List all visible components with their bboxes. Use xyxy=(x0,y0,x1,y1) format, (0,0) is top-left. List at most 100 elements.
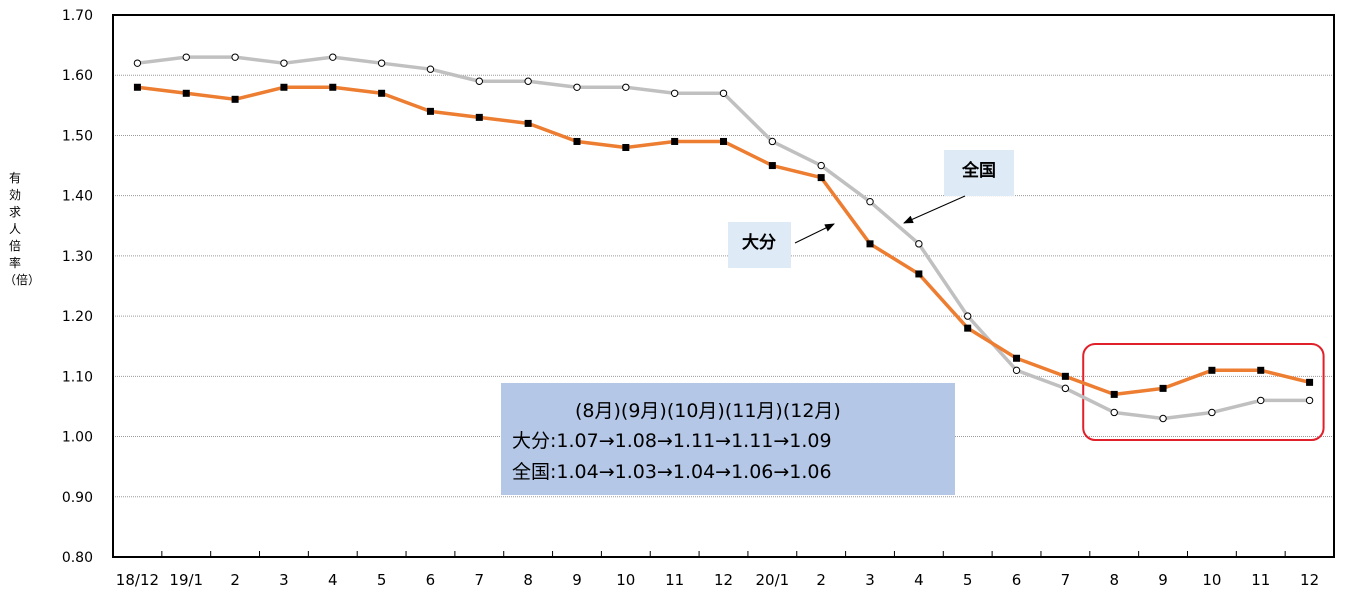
data-point-全国 xyxy=(231,53,239,61)
data-point-全国 xyxy=(866,197,874,206)
x-tick-label: 2 xyxy=(816,571,826,589)
data-point-大分 xyxy=(378,89,386,97)
data-point-全国 xyxy=(1012,366,1021,375)
series-line-大分 xyxy=(137,85,1310,397)
data-point-全国 xyxy=(1061,384,1070,393)
data-point-大分 xyxy=(133,83,141,91)
arrow-zenkoku xyxy=(903,195,966,224)
data-point-大分 xyxy=(1013,354,1021,362)
data-point-全国 xyxy=(915,240,923,248)
data-point-大分 xyxy=(231,95,239,103)
data-point-大分 xyxy=(573,137,581,145)
series-label-oita: 大分 xyxy=(742,232,776,253)
x-tick-label: 3 xyxy=(865,571,875,589)
series-label-zenkoku: 全国 xyxy=(961,160,996,181)
data-point-大分 xyxy=(866,240,874,248)
data-point-全国 xyxy=(475,77,483,85)
arrow-oita xyxy=(794,223,835,244)
data-point-大分 xyxy=(720,137,727,145)
x-tick-label: 12 xyxy=(714,571,733,589)
y-tick-label: 0.90 xyxy=(62,490,93,506)
y-tick-label: 1.40 xyxy=(62,189,93,205)
data-point-全国 xyxy=(1208,408,1216,417)
x-tick-label: 9 xyxy=(1158,571,1168,589)
series-label-box-oita xyxy=(728,222,791,268)
data-point-全国 xyxy=(622,83,630,91)
data-point-大分 xyxy=(671,137,679,145)
data-point-大分 xyxy=(1110,390,1118,398)
y-tick-label: 1.50 xyxy=(62,128,93,144)
y-tick-label: 1.20 xyxy=(62,309,93,325)
data-point-大分 xyxy=(817,174,825,182)
x-tick-label: 8 xyxy=(523,571,533,589)
x-tick-label: 9 xyxy=(572,571,582,589)
data-point-全国 xyxy=(670,89,679,97)
x-tick-label: 19/1 xyxy=(169,571,203,589)
info-zenkoku: 全国:1.04→1.03→1.04→1.06→1.06 xyxy=(512,461,832,483)
x-tick-label: 5 xyxy=(963,571,973,589)
info-header: (8月)(9月)(10月)(11月)(12月) xyxy=(575,400,841,422)
x-tick-label: 11 xyxy=(1251,571,1270,589)
info-box xyxy=(501,383,955,495)
data-point-大分 xyxy=(964,324,972,332)
y-tick-label: 1.70 xyxy=(62,8,93,24)
data-point-全国 xyxy=(573,83,581,91)
x-tick-label: 18/12 xyxy=(116,571,159,589)
data-point-大分 xyxy=(622,143,630,151)
x-tick-label: 8 xyxy=(1109,571,1119,589)
y-tick-label: 1.10 xyxy=(62,369,93,385)
x-tick-label: 6 xyxy=(1012,571,1022,589)
data-point-全国 xyxy=(1159,414,1167,423)
x-tick-label: 3 xyxy=(279,571,289,589)
x-tick-label: 7 xyxy=(475,571,485,589)
plot-area-border xyxy=(112,14,1335,558)
x-tick-label: 5 xyxy=(377,571,387,589)
data-point-全国 xyxy=(280,59,288,67)
y-tick-label: 1.30 xyxy=(62,249,93,265)
series-label-box-zenkoku xyxy=(944,150,1014,196)
data-point-大分 xyxy=(915,270,923,278)
data-point-大分 xyxy=(524,119,532,127)
data-point-全国 xyxy=(768,137,777,146)
data-point-全国 xyxy=(1257,396,1265,405)
data-point-全国 xyxy=(817,161,825,170)
data-point-全国 xyxy=(1110,408,1118,417)
data-point-全国 xyxy=(1305,396,1314,405)
data-point-全国 xyxy=(524,77,532,85)
y-tick-label: 0.80 xyxy=(62,550,93,566)
x-tick-label: 11 xyxy=(665,571,684,589)
y-tick-label: 1.60 xyxy=(62,68,93,84)
data-point-全国 xyxy=(133,59,142,67)
x-tick-label: 6 xyxy=(426,571,436,589)
highlight-box xyxy=(1082,343,1325,441)
y-axis-title: 有効求人倍率（倍） xyxy=(4,171,41,287)
y-tick-label: 1.00 xyxy=(62,430,93,446)
data-point-全国 xyxy=(329,53,337,61)
data-point-大分 xyxy=(426,107,434,115)
data-point-大分 xyxy=(1159,384,1167,392)
x-tick-label: 20/1 xyxy=(755,571,789,589)
x-tick-label: 10 xyxy=(616,571,635,589)
info-oita: 大分:1.07→1.08→1.11→1.11→1.09 xyxy=(512,430,832,452)
x-tick-label: 10 xyxy=(1202,571,1221,589)
data-point-大分 xyxy=(329,83,337,91)
data-point-大分 xyxy=(182,89,190,97)
data-point-大分 xyxy=(1306,378,1314,386)
data-point-大分 xyxy=(1061,372,1069,380)
data-point-全国 xyxy=(426,65,435,73)
data-point-全国 xyxy=(377,59,386,67)
x-tick-label: 7 xyxy=(1061,571,1071,589)
data-point-大分 xyxy=(1208,366,1216,374)
data-point-全国 xyxy=(719,89,728,97)
x-tick-label: 12 xyxy=(1300,571,1319,589)
data-point-全国 xyxy=(964,312,972,320)
data-point-大分 xyxy=(280,83,288,91)
data-point-全国 xyxy=(182,53,190,61)
x-tick-label: 2 xyxy=(230,571,240,589)
data-point-大分 xyxy=(768,162,776,170)
x-tick-label: 4 xyxy=(914,571,924,589)
data-point-大分 xyxy=(475,113,483,121)
data-point-大分 xyxy=(1257,366,1265,374)
